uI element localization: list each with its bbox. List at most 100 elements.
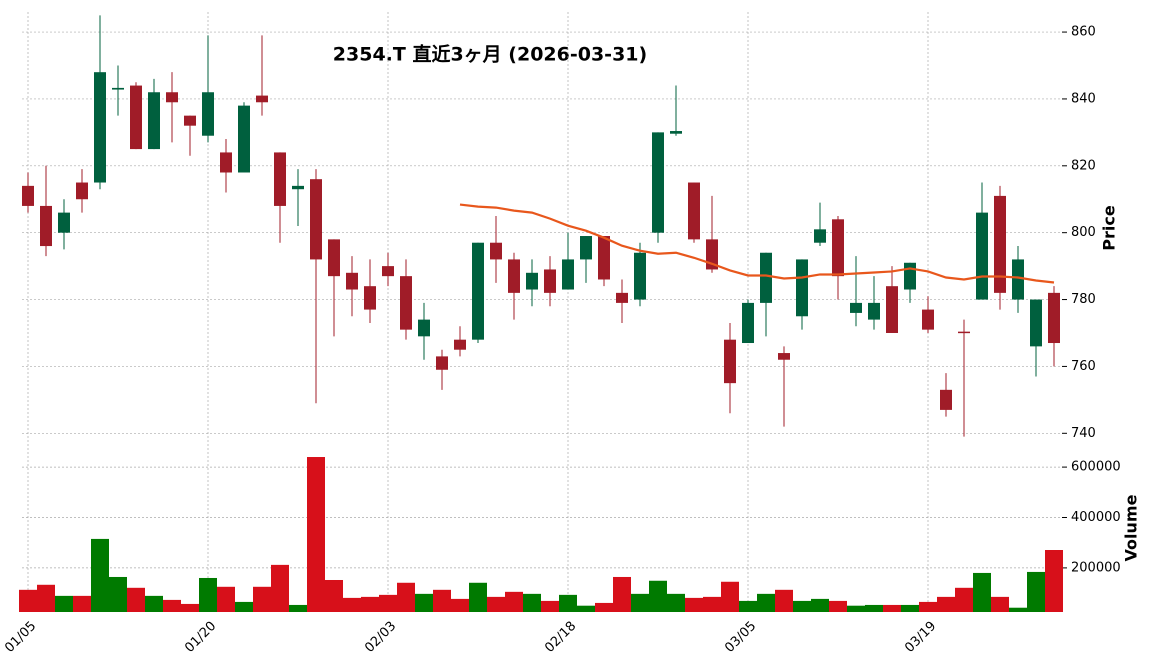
- y-tick-label: 760: [1071, 359, 1096, 374]
- candle-body: [1012, 259, 1024, 300]
- x-tick-label: 03/05: [722, 619, 759, 656]
- volume-bar: [433, 589, 451, 612]
- volume-bar: [667, 593, 685, 612]
- volume-bar: [271, 564, 289, 612]
- candle-body: [976, 212, 988, 300]
- volume-bar: [37, 584, 55, 612]
- volume-bar: [559, 594, 577, 612]
- candle-body: [490, 242, 502, 260]
- candle-body: [274, 152, 286, 206]
- candle-body: [76, 182, 88, 200]
- volume-bar: [865, 604, 883, 612]
- candle-body: [922, 309, 934, 330]
- candle-body: [544, 269, 556, 293]
- volume-bar: [217, 586, 235, 612]
- candle-body: [40, 205, 52, 247]
- candle-body: [688, 182, 700, 240]
- y-tick-label: 800: [1071, 225, 1096, 240]
- candle-body: [958, 331, 970, 334]
- volume-bar: [109, 576, 127, 612]
- volume-bar: [793, 600, 811, 612]
- candle-body: [760, 252, 772, 303]
- candle-body: [130, 85, 142, 150]
- candle-body: [202, 92, 214, 136]
- volume-bar: [19, 589, 37, 612]
- volume-bar: [415, 593, 433, 612]
- volume-bar: [811, 598, 829, 612]
- volume-bar: [145, 595, 163, 612]
- volume-bar: [775, 589, 793, 612]
- volume-bar: [199, 577, 217, 612]
- volume-bar: [721, 581, 739, 612]
- volume-bar: [541, 600, 559, 612]
- volume-bar: [505, 591, 523, 612]
- volume-bar: [631, 593, 649, 612]
- y-tick-label: 200000: [1071, 560, 1121, 575]
- chart-title: 2354.T 直近3ヶ月 (2026-03-31): [333, 43, 647, 66]
- volume-bar: [955, 587, 973, 612]
- y-tick-label: 780: [1071, 292, 1096, 307]
- volume-bar: [325, 579, 343, 612]
- candle-body: [184, 115, 196, 126]
- candle-body: [166, 92, 178, 103]
- candle-body: [238, 105, 250, 173]
- volume-bar: [1045, 550, 1063, 612]
- candle-body: [940, 389, 952, 410]
- volume-bar: [1027, 571, 1045, 612]
- candle-body: [634, 252, 646, 300]
- volume-bar: [181, 603, 199, 612]
- candle-body: [850, 302, 862, 313]
- candle-body: [112, 87, 124, 90]
- volume-bar: [829, 600, 847, 612]
- candle-body: [562, 259, 574, 290]
- volume-bar: [379, 594, 397, 612]
- volume-bar: [613, 576, 631, 612]
- volume-bar: [1009, 607, 1027, 612]
- candle-body: [796, 259, 808, 317]
- x-tick-label: 02/03: [362, 619, 399, 656]
- volume-bar: [163, 599, 181, 612]
- y-tick-label: 820: [1071, 158, 1096, 173]
- y-tick-label: 740: [1071, 426, 1096, 441]
- volume-bar: [487, 596, 505, 612]
- volume-bar: [991, 596, 1009, 612]
- volume-bar: [55, 595, 73, 612]
- x-tick-label: 02/18: [542, 619, 579, 656]
- moving-average: [459, 203, 1055, 284]
- candle-body: [652, 132, 664, 233]
- volume-bar: [127, 587, 145, 612]
- candle-body: [94, 72, 106, 183]
- candle-body: [742, 302, 754, 344]
- y-tick-label: 860: [1071, 25, 1096, 40]
- volume-bar: [235, 601, 253, 612]
- candle-body: [598, 236, 610, 280]
- candle-body: [454, 339, 466, 350]
- volume-bar: [739, 600, 757, 612]
- y-axis-label: Volume: [1122, 494, 1141, 561]
- volume-bar: [685, 597, 703, 612]
- volume-bar: [703, 596, 721, 612]
- candle-body: [220, 152, 232, 173]
- candle-body: [400, 276, 412, 330]
- candle-body: [508, 259, 520, 293]
- volume-bar: [919, 601, 937, 612]
- volume-bar: [577, 605, 595, 612]
- candle-body: [886, 286, 898, 333]
- candle-body: [364, 286, 376, 310]
- candle-body: [310, 179, 322, 260]
- candle-body: [328, 239, 340, 277]
- candle-body: [724, 339, 736, 384]
- candle-body: [256, 95, 268, 103]
- candle-body: [994, 195, 1006, 293]
- volume-bar: [595, 602, 613, 612]
- volume-bar: [361, 596, 379, 612]
- x-tick-label: 01/05: [2, 619, 39, 656]
- candle-body: [670, 131, 682, 134]
- volume-bar: [937, 596, 955, 612]
- candle-body: [22, 185, 34, 206]
- volume-bar: [847, 605, 865, 612]
- volume-bar: [289, 604, 307, 612]
- volume-bar: [253, 586, 271, 612]
- y-tick-label: 840: [1071, 91, 1096, 106]
